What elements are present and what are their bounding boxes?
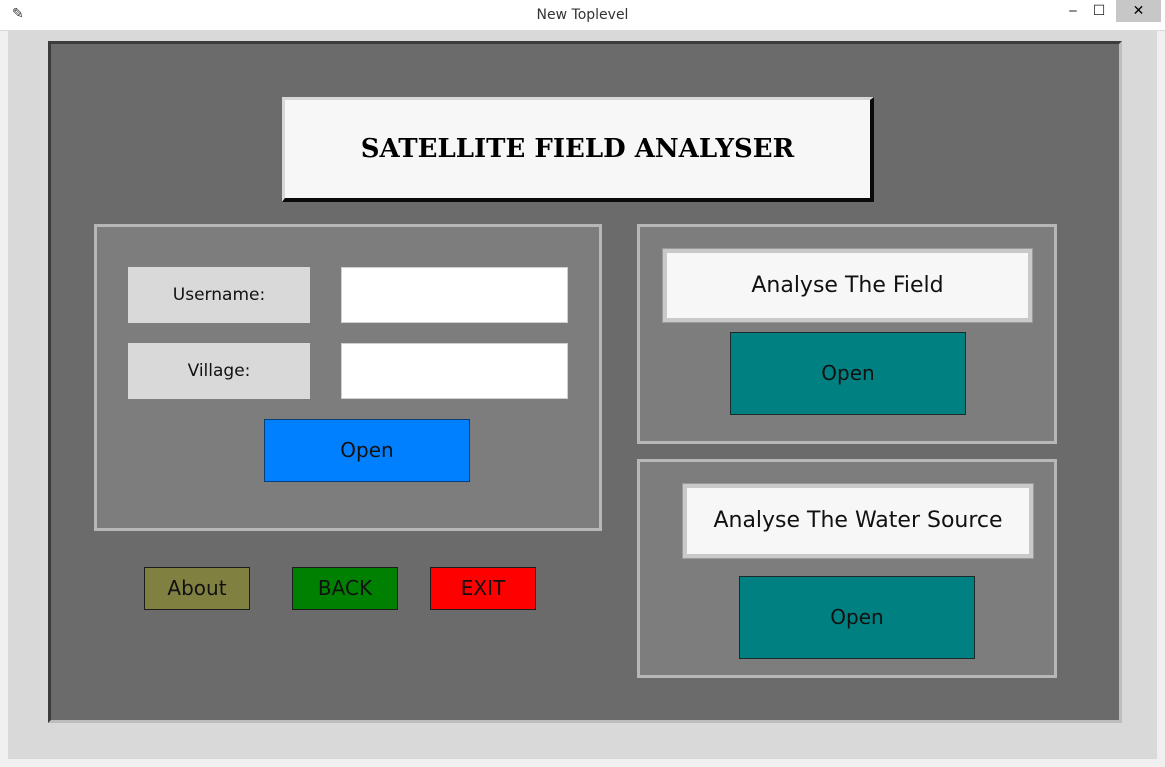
- close-icon[interactable]: ✕: [1116, 0, 1161, 22]
- app-heading-box: SATELLITE FIELD ANALYSER: [282, 97, 874, 202]
- username-input[interactable]: [341, 267, 568, 323]
- analyse-water-title: Analyse The Water Source: [682, 483, 1034, 559]
- maximize-icon[interactable]: ☐: [1092, 3, 1106, 19]
- exit-button[interactable]: EXIT: [430, 567, 536, 610]
- app-heading: SATELLITE FIELD ANALYSER: [360, 134, 795, 164]
- analyse-field-title: Analyse The Field: [662, 248, 1033, 323]
- window-titlebar: ✎ New Toplevel ‒ ☐ ✕: [0, 0, 1165, 31]
- village-label: Village:: [128, 343, 310, 399]
- village-input[interactable]: [341, 343, 568, 399]
- analyse-field-open-button[interactable]: Open: [730, 332, 966, 415]
- window-title: New Toplevel: [536, 7, 629, 23]
- feather-icon: ✎: [12, 6, 24, 22]
- analyse-water-open-button[interactable]: Open: [739, 576, 975, 659]
- minimize-icon[interactable]: ‒: [1068, 3, 1078, 19]
- about-button[interactable]: About: [144, 567, 250, 610]
- login-open-button[interactable]: Open: [264, 419, 470, 482]
- username-label: Username:: [128, 267, 310, 323]
- back-button[interactable]: BACK: [292, 567, 398, 610]
